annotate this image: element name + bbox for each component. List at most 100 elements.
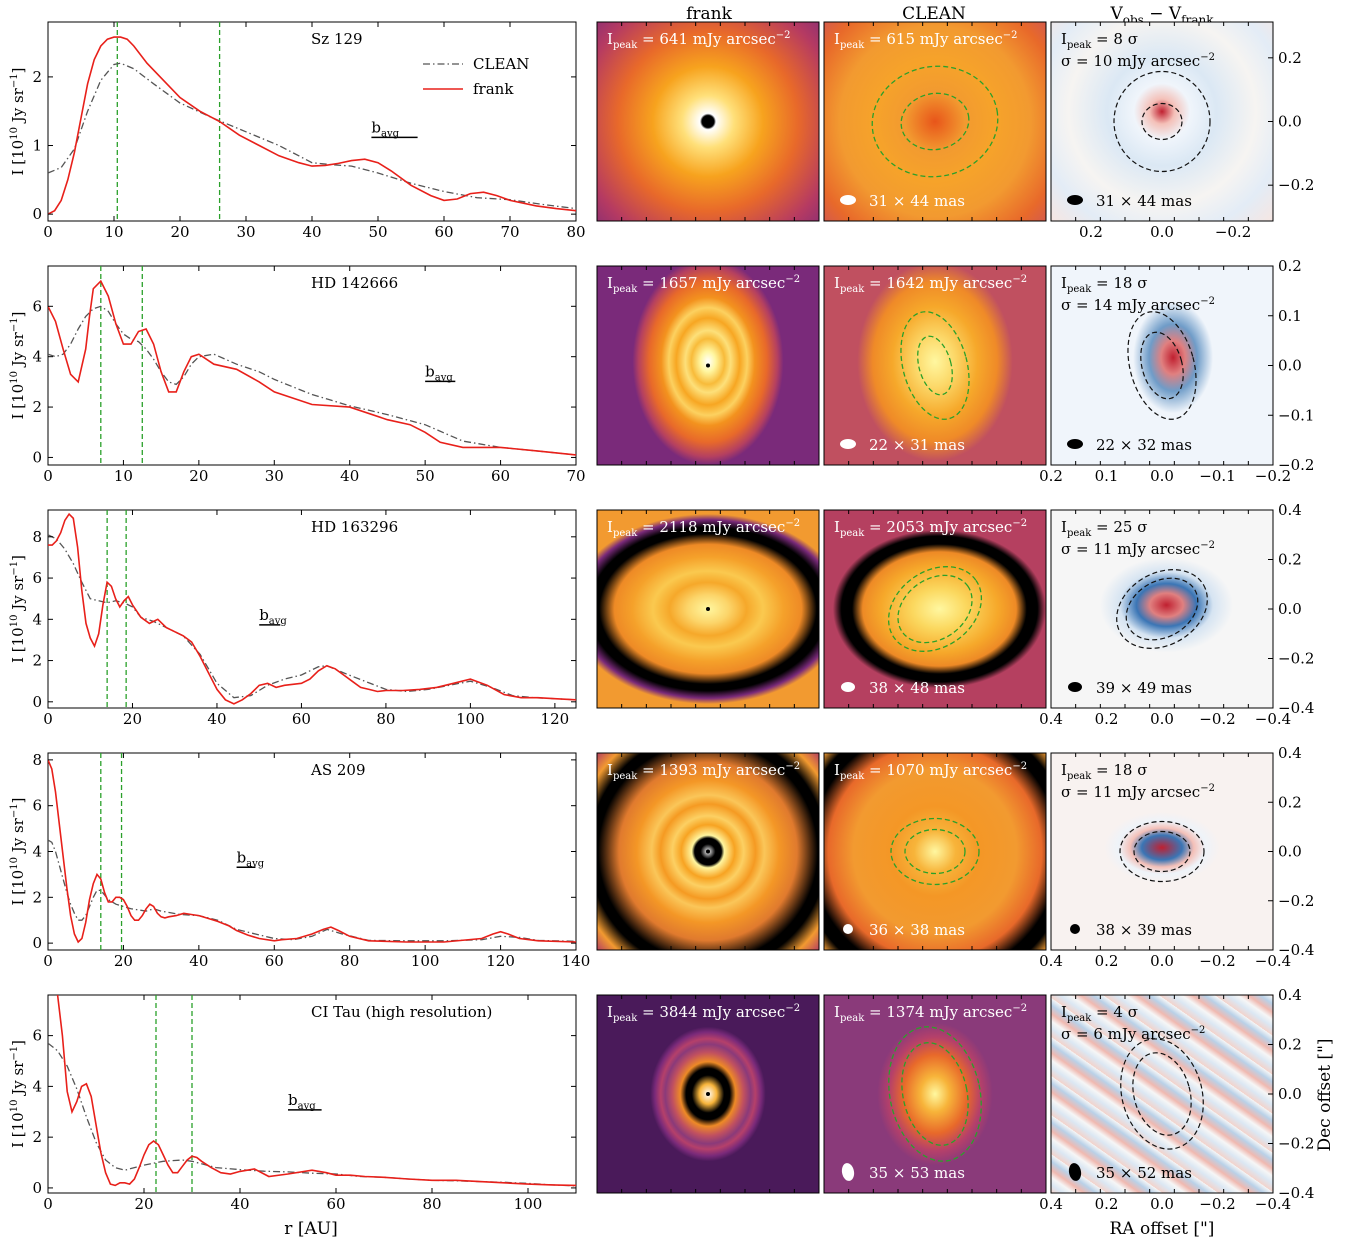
panel-frame (823, 994, 1047, 1194)
x-tick-label: 0 (43, 223, 53, 241)
plot-frame (47, 509, 577, 709)
beam-ellipse (1070, 924, 1080, 934)
x-axis-label: r [AU] (284, 1219, 337, 1239)
x-tick-label: 40 (340, 467, 359, 485)
beam-label: 22 × 32 mas (1096, 436, 1192, 454)
ra-tick-label: −0.4 (1255, 952, 1291, 970)
beam-label: 22 × 31 mas (869, 436, 965, 454)
x-tick-label: 70 (566, 467, 585, 485)
title-clean: CLEAN (902, 4, 966, 24)
beam-size-label: bavg (237, 848, 265, 869)
panel-frame (596, 21, 820, 222)
source-name: HD 142666 (311, 274, 398, 292)
beam-ellipse (1067, 439, 1083, 449)
x-tick-label: 50 (368, 223, 387, 241)
x-tick-label: 60 (491, 467, 510, 485)
x-tick-label: 80 (422, 1195, 441, 1213)
residual-image-panel (1051, 22, 1273, 221)
series-clean-line (48, 305, 576, 456)
source-name: CI Tau (high resolution) (311, 1003, 492, 1021)
x-tick-label: 20 (170, 223, 189, 241)
beam-size-label: bavg (371, 118, 399, 139)
residual-sigma-label: σ = 14 mJy arcsec−2 (1061, 296, 1215, 314)
x-tick-label: 0 (43, 1195, 53, 1213)
x-tick-label: 100 (456, 710, 485, 728)
peak-intensity-label: Ipeak = 1374 mJy arcsec−2 (834, 1003, 1027, 1024)
row-2: 0 10 20 30 40 50 60 70 0 2 4 6 I [1010 Jy sr−1] HD 14… (9, 257, 1314, 485)
x-tick-label: 20 (189, 467, 208, 485)
x-tick-label: 40 (302, 223, 321, 241)
beam-label: 36 × 38 mas (869, 921, 965, 939)
profile-plot: 0 20 40 60 80 100 0 2 4 6 I [1010 Jy sr−1] CI Tau (… (9, 994, 577, 1213)
ra-tick-label: −0.2 (1215, 223, 1251, 241)
residual-sigma-label: σ = 6 mJy arcsec−2 (1061, 1025, 1205, 1043)
dec-tick-label: 0.2 (1278, 1036, 1302, 1054)
source-name: HD 163296 (311, 518, 398, 536)
peak-intensity-label: Ipeak = 615 mJy arcsec−2 (834, 30, 1018, 51)
peak-intensity-label: Ipeak = 1657 mJy arcsec−2 (607, 274, 800, 295)
x-tick-label: 40 (189, 952, 208, 970)
dec-offset-label: Dec offset ["] (1315, 1038, 1335, 1151)
series-frank-line (48, 36, 576, 215)
gap-ellipse (901, 1042, 969, 1146)
y-tick-label: 0 (32, 448, 42, 466)
row-4: 0 20 40 60 80 100 120 140 0 2 4 6 8 I [1010 Jy sr−1] A… (9, 744, 1314, 970)
row-5: 0 20 40 60 80 100 0 2 4 6 I [1010 Jy sr−1] CI Tau (… (9, 986, 1314, 1213)
x-tick-label: 120 (541, 710, 570, 728)
legend-clean-label: CLEAN (473, 55, 529, 73)
title-frank: frank (686, 4, 733, 24)
center-marker (706, 849, 710, 854)
gap-ellipse (1127, 311, 1197, 420)
beam-ellipse (1067, 195, 1083, 205)
bottom-labels: r [AU] RA offset ["] Dec offset ["] (284, 1038, 1335, 1239)
beam-label: 35 × 52 mas (1096, 1164, 1192, 1182)
residual-peak-label: Ipeak = 4 σ (1061, 1003, 1138, 1024)
x-tick-label: 80 (566, 223, 585, 241)
gap-ellipse (897, 574, 973, 644)
x-tick-label: 60 (292, 710, 311, 728)
gap-ellipse (900, 92, 970, 151)
gap-ellipse (1119, 820, 1205, 883)
peak-intensity-label: Ipeak = 1642 mJy arcsec−2 (834, 274, 1027, 295)
gap-ellipse (1113, 70, 1211, 173)
dec-tick-label: 0.0 (1278, 1085, 1302, 1103)
peak-intensity-label: Ipeak = 1070 mJy arcsec−2 (834, 761, 1027, 782)
dec-tick-label: −0.4 (1278, 699, 1314, 717)
y-tick-label: 6 (32, 297, 42, 315)
beam-label: 35 × 53 mas (869, 1164, 965, 1182)
gap-ellipse (904, 828, 966, 875)
ra-tick-label: 0.4 (1039, 952, 1063, 970)
profile-plot: 0 10 20 30 40 50 60 70 80 0 1 2 I [1010 Jy sr−1] Sz 1… (9, 21, 586, 241)
clean-image-panel (824, 266, 1046, 465)
dec-tick-label: −0.1 (1278, 406, 1314, 424)
residual-image-panel (1051, 510, 1273, 708)
peak-intensity-label: Ipeak = 2053 mJy arcsec−2 (834, 518, 1027, 539)
x-tick-label: 60 (265, 952, 284, 970)
gap-ellipse (1120, 1038, 1204, 1150)
series-clean-line (48, 1042, 576, 1187)
y-tick-label: 4 (32, 843, 42, 861)
beam-label: 31 × 44 mas (869, 192, 965, 210)
series-frank-line (56, 995, 576, 1187)
ra-tick-label: −0.2 (1199, 710, 1235, 728)
panel-frame (596, 509, 820, 709)
x-tick-label: 60 (434, 223, 453, 241)
series-frank-line (48, 759, 576, 944)
x-tick-label: 0 (43, 467, 53, 485)
ra-tick-label: 0.2 (1095, 710, 1119, 728)
residual-sigma-label: σ = 10 mJy arcsec−2 (1061, 52, 1215, 70)
plot-frame (47, 994, 577, 1194)
dec-tick-label: 0.0 (1278, 357, 1302, 375)
ra-tick-label: 0.0 (1150, 952, 1174, 970)
x-tick-label: 80 (340, 952, 359, 970)
ra-tick-label: −0.2 (1255, 467, 1291, 485)
plot-frame (47, 21, 577, 222)
panel-frame (823, 509, 1047, 709)
gap-ellipse (871, 65, 999, 178)
series-clean-line (48, 534, 576, 701)
y-tick-label: 8 (32, 528, 42, 546)
residual-peak-label: Ipeak = 18 σ (1061, 274, 1148, 295)
dec-tick-label: −0.4 (1278, 941, 1314, 959)
x-tick-label: 20 (134, 1195, 153, 1213)
